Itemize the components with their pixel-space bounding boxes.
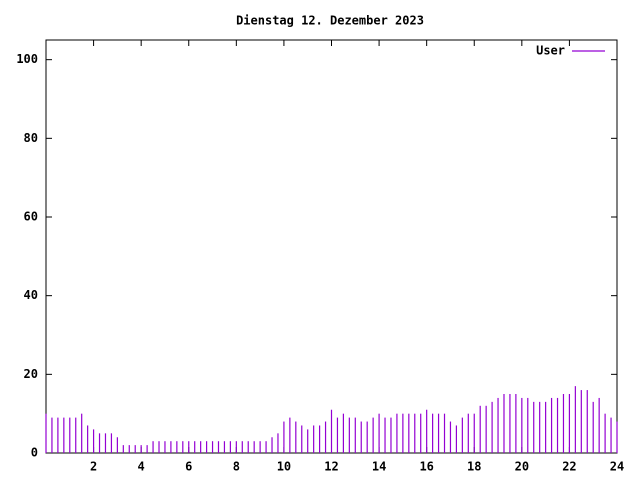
y-tick-label: 0 — [31, 446, 38, 460]
y-tick-label: 100 — [16, 52, 38, 66]
y-tick-label: 40 — [24, 288, 38, 302]
y-tick-label: 60 — [24, 210, 38, 224]
x-tick-label: 2 — [90, 460, 97, 474]
x-tick-label: 8 — [233, 460, 240, 474]
x-tick-label: 18 — [467, 460, 481, 474]
y-tick-label: 80 — [24, 131, 38, 145]
legend-label: User — [536, 44, 565, 58]
y-tick-label: 20 — [24, 367, 38, 381]
chart-title: Dienstag 12. Dezember 2023 — [236, 14, 424, 28]
plot-frame — [45, 39, 618, 454]
x-tick-label: 4 — [138, 460, 145, 474]
x-tick-label: 22 — [562, 460, 576, 474]
x-tick-label: 24 — [610, 460, 624, 474]
x-tick-label: 16 — [419, 460, 433, 474]
x-tick-label: 20 — [515, 460, 529, 474]
x-tick-label: 6 — [185, 460, 192, 474]
x-tick-label: 10 — [277, 460, 291, 474]
x-tick-label: 12 — [324, 460, 338, 474]
x-tick-label: 14 — [372, 460, 386, 474]
